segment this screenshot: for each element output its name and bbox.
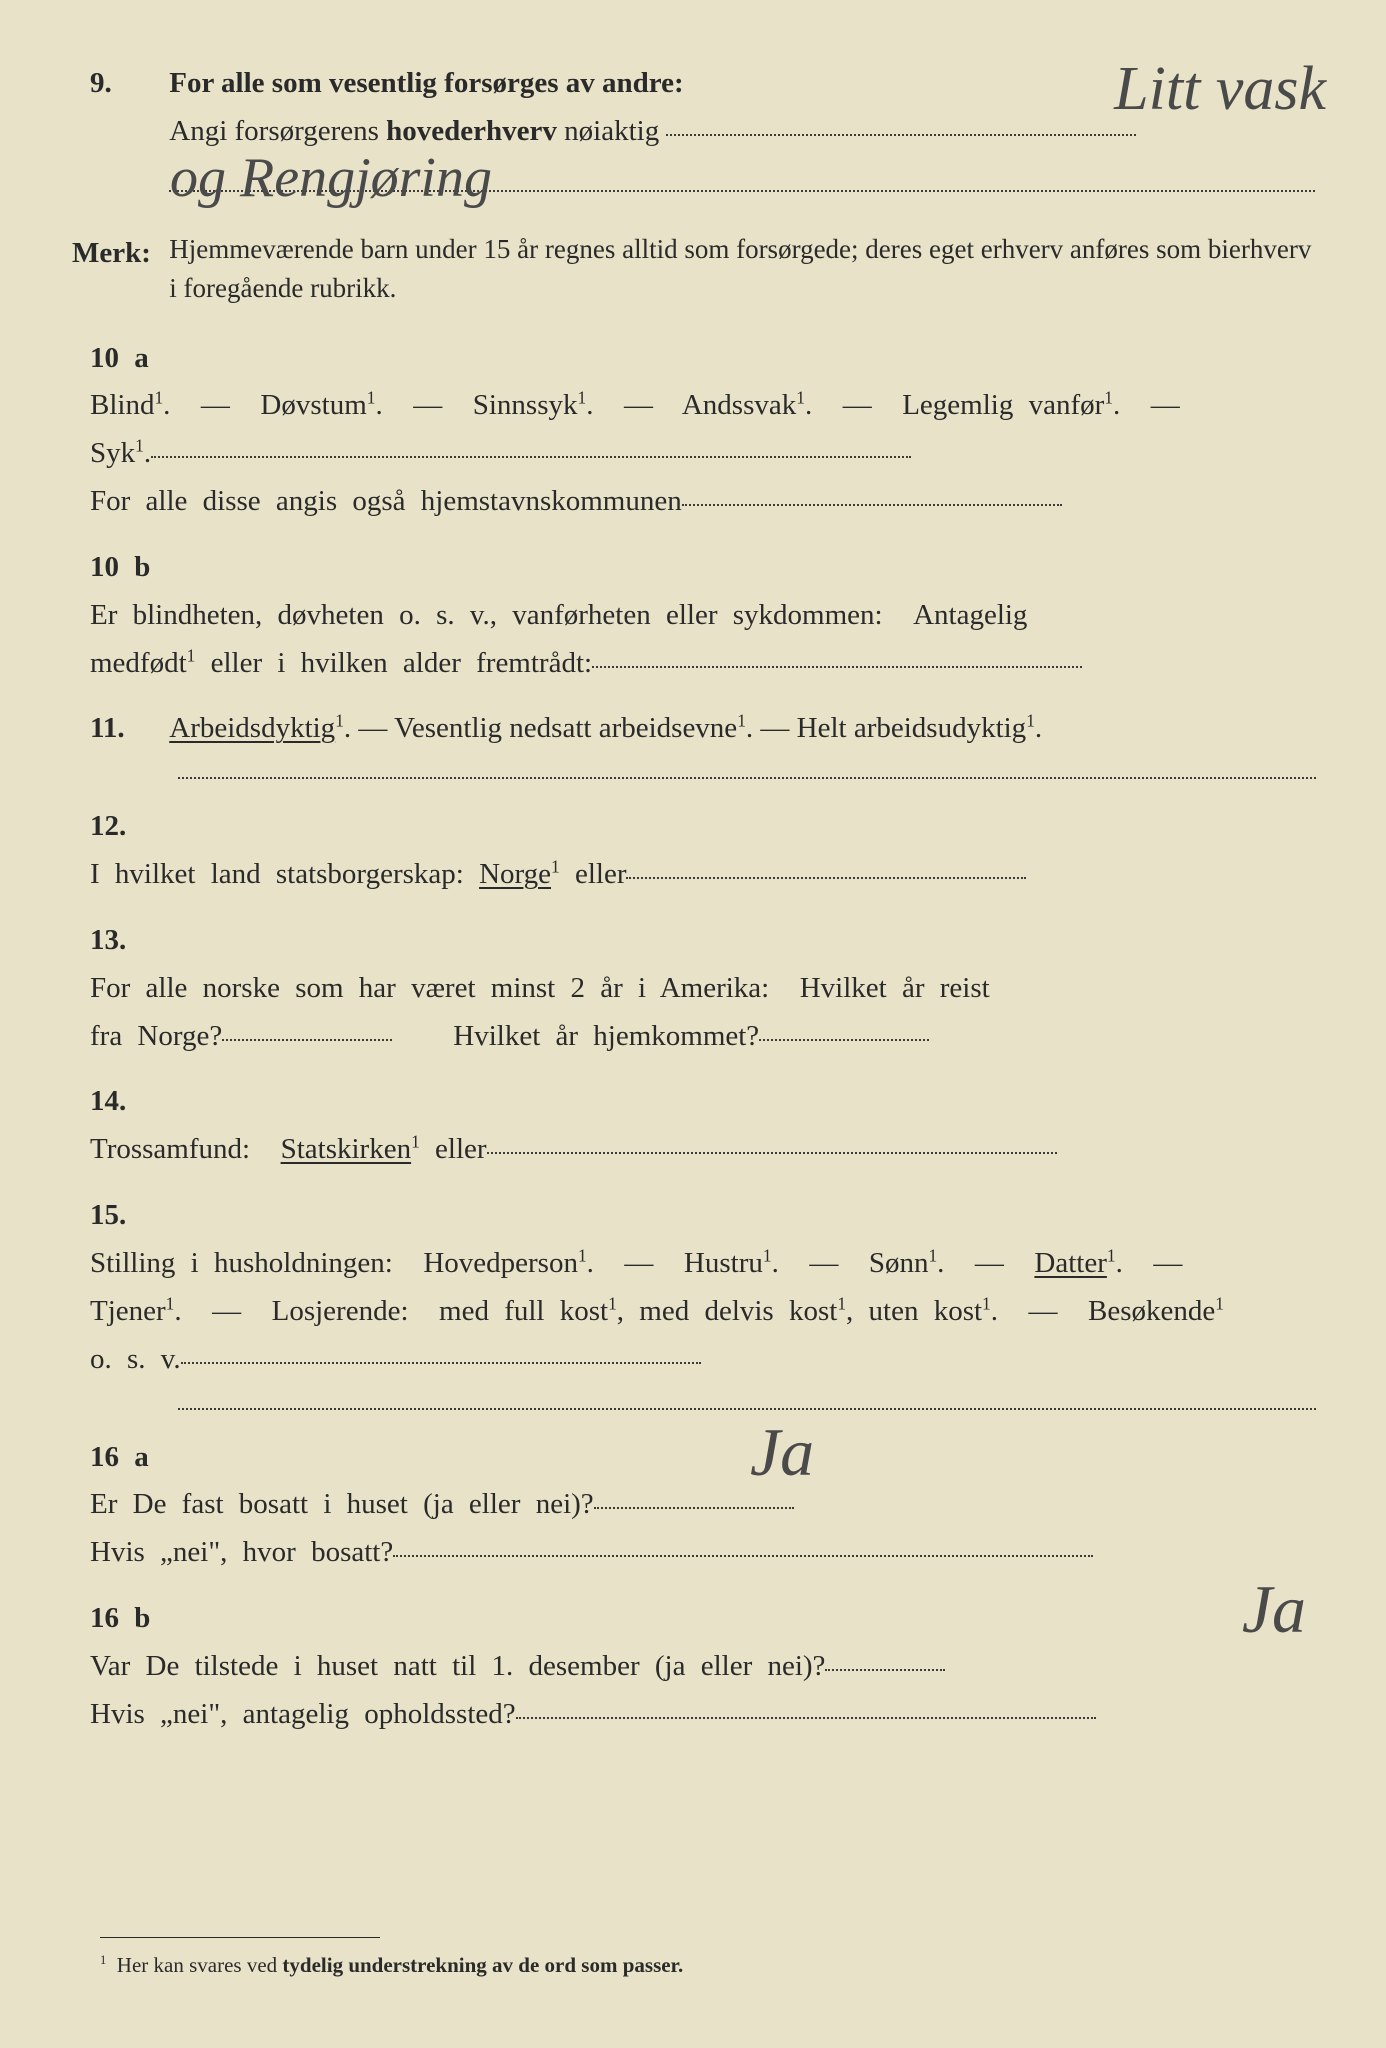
q15-opt-1: Hustru [684,1247,763,1279]
q14-c: eller [435,1133,487,1165]
q12-t2: Norge [479,858,551,890]
q15-body: Stilling i husholdningen: Hovedperson1. … [90,1240,1236,1384]
q15-lead: Stilling i husholdningen: [90,1247,393,1279]
question-16a: 16 a Er De fast bosatt i huset (ja eller… [90,1434,1316,1578]
q16b-handwriting: Ja [1242,1553,1306,1665]
q16a-body: Er De fast bosatt i huset (ja eller nei)… [90,1481,1236,1577]
q16a-handwriting: Ja [750,1396,814,1508]
q16b-fill-2 [516,1717,1096,1719]
q15-opt-0: Hovedperson [423,1247,578,1279]
q14-b: Statskirken [281,1133,412,1165]
q12-body: I hvilket land statsborgerskap: Norge1 e… [90,851,1236,899]
merk-label: Merk: [72,230,162,278]
q16a-q: Er De fast bosatt i huset (ja eller nei)… [90,1488,594,1520]
divider-1 [178,777,1316,779]
q11-c: Helt arbeidsudyktig [797,712,1027,744]
footnote-b: tydelig understrekning av de ord som pas… [282,1953,683,1977]
q11-body: Arbeidsdyktig1. — Vesentlig nedsatt arbe… [169,705,1315,753]
q14-body: Trossamfund: Statskirken1 eller [90,1126,1236,1174]
q10a-opt-syk: Syk [90,437,135,469]
q13-num: 13. [90,917,162,965]
q10a-opt-dovstum: Døvstum [260,389,366,421]
q16a-num: 16 a [90,1434,162,1482]
q16b-num: 16 b [90,1595,162,1643]
q10b-l2a: medfødt [90,647,187,679]
q15-k2: med delvis kost [639,1295,837,1327]
q12-fill [626,877,1026,879]
footnote-a: Her kan svares ved [117,1953,277,1977]
q14-a: Trossamfund: [90,1133,250,1165]
q15-opt-3: Datter [1034,1247,1106,1279]
question-15: 15. Stilling i husholdningen: Hovedperso… [90,1192,1316,1383]
q9-handwriting-2: og Rengjøring [170,132,492,224]
q10b-body: Er blindheten, døvheten o. s. v., vanfør… [90,592,1236,688]
q16b-fill-1 [825,1669,945,1671]
q15-k1: med full kost [439,1295,608,1327]
divider-2 [178,1408,1316,1410]
q9-handwriting-1: Litt vask [1114,38,1326,140]
q10a-fill-1 [151,456,911,458]
q10b-l1a: Er blindheten, døvheten o. s. v., vanfør… [90,599,883,631]
q9-title: For alle som vesentlig forsørges av andr… [169,67,683,99]
q13-l1b: Hvilket år reist [800,972,990,1004]
question-13: 13. For alle norske som har været minst … [90,917,1316,1061]
q13-body: For alle norske som har været minst 2 år… [90,965,1236,1061]
q10a-opt-blind: Blind [90,389,154,421]
q10b-l2b: eller i hvilken alder fremtrådt: [211,647,592,679]
q15-losj: Losjerende: [272,1295,409,1327]
q14-num: 14. [90,1078,162,1126]
q16a-fill-2 [393,1555,1093,1557]
q10a-body: Blind1. — Døvstum1. — Sinnssyk1. — Andss… [90,382,1236,526]
question-9: 9. For alle som vesentlig forsørges av a… [90,60,1316,212]
q10a-opt-legemlig: Legemlig vanfør [902,389,1104,421]
q9-line-after: nøiaktig [564,115,659,147]
q12-t3: eller [575,858,627,890]
q15-opt-2: Sønn [869,1247,929,1279]
question-11: 11. Arbeidsdyktig1. — Vesentlig nedsatt … [90,705,1316,753]
q9-fill-1 [666,134,1136,136]
q11-num: 11. [90,705,162,753]
footnote-num: 1 [100,1953,106,1967]
footnote-rule [100,1937,380,1938]
q15-opt-4: Tjener [90,1295,166,1327]
q16b-body: Var De tilstede i huset natt til 1. dese… [90,1643,1236,1739]
question-10a: 10 a Blind1. — Døvstum1. — Sinnssyk1. — … [90,335,1316,526]
question-16b: 16 b Var De tilstede i huset natt til 1.… [90,1595,1316,1739]
q10a-tail: For alle disse angis også hjemstavnskomm… [90,485,682,517]
q15-tail: Besøkende [1088,1295,1215,1327]
question-12: 12. I hvilket land statsborgerskap: Norg… [90,803,1316,899]
merk-note: Merk: Hjemmeværende barn under 15 år reg… [72,230,1316,313]
q10b-l1b: Antagelig [913,599,1027,631]
q10a-num: 10 a [90,335,162,383]
q12-t1: I hvilket land statsborgerskap: [90,858,464,890]
q10a-opt-andssvak: Andssvak [682,389,796,421]
q15-num: 15. [90,1192,162,1240]
q13-fill-1 [222,1039,392,1041]
merk-text: Hjemmeværende barn under 15 år regnes al… [169,230,1313,308]
q16b-l2: Hvis „nei", antagelig opholdssted? [90,1698,516,1730]
q10b-fill [592,666,1082,668]
q13-l2a: fra Norge? [90,1020,222,1052]
q13-l1: For alle norske som har været minst 2 år… [90,972,769,1004]
q15-fill [181,1362,701,1364]
q10b-num: 10 b [90,544,162,592]
q9-num: 9. [90,60,162,108]
q11-b: Vesentlig nedsatt arbeidsevne [394,712,737,744]
q16b-q: Var De tilstede i huset natt til 1. dese… [90,1650,825,1682]
q14-fill [487,1152,1057,1154]
q12-num: 12. [90,803,162,851]
q16a-l2: Hvis „nei", hvor bosatt? [90,1536,393,1568]
q15-k3: uten kost [869,1295,983,1327]
q10a-fill-2 [682,504,1062,506]
q11-a: Arbeidsdyktig [169,712,335,744]
q13-fill-2 [759,1039,929,1041]
question-10b: 10 b Er blindheten, døvheten o. s. v., v… [90,544,1316,688]
question-14: 14. Trossamfund: Statskirken1 eller [90,1078,1316,1174]
footnote: 1 Her kan svares ved tydelig understrekn… [100,1953,683,1978]
q13-l2b: Hvilket år hjemkommet? [453,1020,759,1052]
q10a-opt-sinnssyk: Sinnssyk [473,389,578,421]
q15-osv: o. s. v. [90,1343,181,1375]
